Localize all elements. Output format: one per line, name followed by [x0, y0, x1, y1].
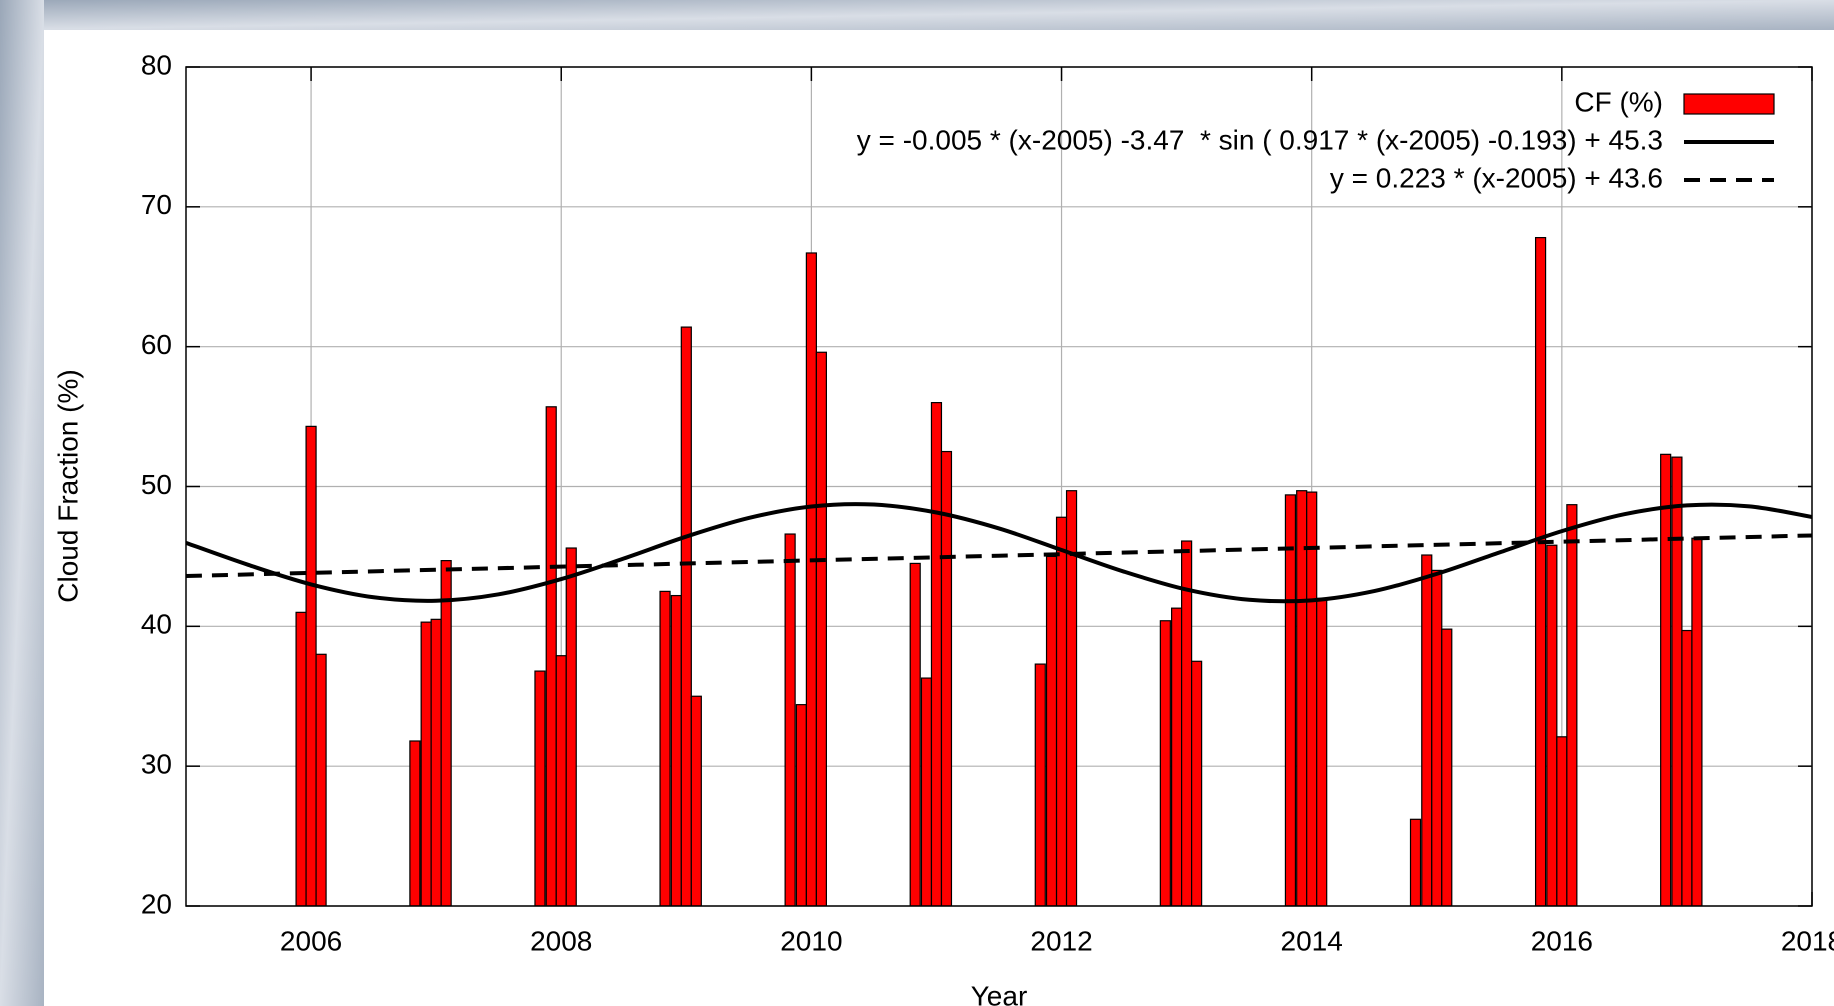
bar [805, 252, 817, 906]
bar [555, 655, 567, 906]
bar [930, 402, 943, 906]
bar [1421, 554, 1433, 906]
fit-line [186, 502, 1812, 604]
bar [1045, 555, 1058, 906]
bar [565, 547, 577, 906]
plot-frame [185, 66, 1813, 907]
bar [815, 351, 827, 906]
y-tick-label: 60 [141, 329, 172, 360]
x-axis-label: Year [971, 980, 1028, 1006]
bar [420, 621, 432, 906]
bar [920, 677, 933, 906]
bar [795, 704, 807, 906]
bar [305, 425, 317, 906]
bar [295, 611, 307, 906]
bar [1671, 456, 1683, 906]
bar [909, 562, 921, 906]
bar [430, 618, 442, 906]
bar [545, 406, 557, 906]
background-photo-left [0, 0, 44, 1006]
y-tick-label: 20 [141, 888, 172, 919]
bar [1546, 544, 1558, 906]
bar [1306, 491, 1318, 906]
fit-line [186, 533, 1812, 578]
bar [1681, 629, 1693, 906]
bar [1181, 540, 1193, 906]
plot-area [186, 236, 1812, 906]
bar [1691, 537, 1703, 906]
bar [534, 670, 546, 906]
bar [690, 695, 702, 906]
bar [680, 326, 692, 906]
y-tick-label: 30 [141, 749, 172, 780]
bar [1556, 736, 1568, 906]
x-tick-label: 2018 [1781, 925, 1834, 956]
bar [670, 594, 682, 906]
bar [1534, 236, 1547, 906]
y-axis-label: Cloud Fraction (%) [52, 369, 83, 602]
legend-label: CF (%) [1574, 86, 1663, 117]
bar [1296, 490, 1308, 906]
bar [1316, 597, 1328, 906]
bar [1065, 490, 1078, 906]
x-tick-label: 2012 [1030, 925, 1092, 956]
y-tick-label: 40 [141, 609, 172, 640]
bar [1171, 607, 1183, 906]
bar [409, 740, 421, 906]
legend-label: y = -0.005 * (x-2005) -3.47 * sin ( 0.91… [857, 124, 1663, 155]
background-photo-top [0, 0, 1834, 30]
x-tick-label: 2006 [280, 925, 342, 956]
bar [1441, 628, 1453, 906]
legend-swatch [1683, 93, 1775, 115]
y-tick-label: 80 [141, 49, 172, 80]
bar [1055, 516, 1068, 906]
bar [1034, 663, 1046, 906]
y-tick-label: 70 [141, 189, 172, 220]
bar [1566, 504, 1578, 906]
bar [1431, 569, 1443, 906]
legend-label: y = 0.223 * (x-2005) + 43.6 [1330, 162, 1663, 193]
x-tick-label: 2016 [1531, 925, 1593, 956]
x-tick-label: 2008 [530, 925, 592, 956]
bar [315, 653, 327, 906]
x-tick-label: 2010 [780, 925, 842, 956]
bar [659, 590, 671, 906]
y-tick-label: 50 [141, 469, 172, 500]
bar [1660, 453, 1672, 906]
bar [1284, 494, 1297, 906]
bar [1159, 620, 1171, 906]
bar [440, 560, 452, 906]
bar [784, 533, 796, 906]
bar [940, 450, 953, 906]
bar [1191, 660, 1203, 906]
x-tick-label: 2014 [1281, 925, 1343, 956]
bar [1409, 818, 1422, 906]
